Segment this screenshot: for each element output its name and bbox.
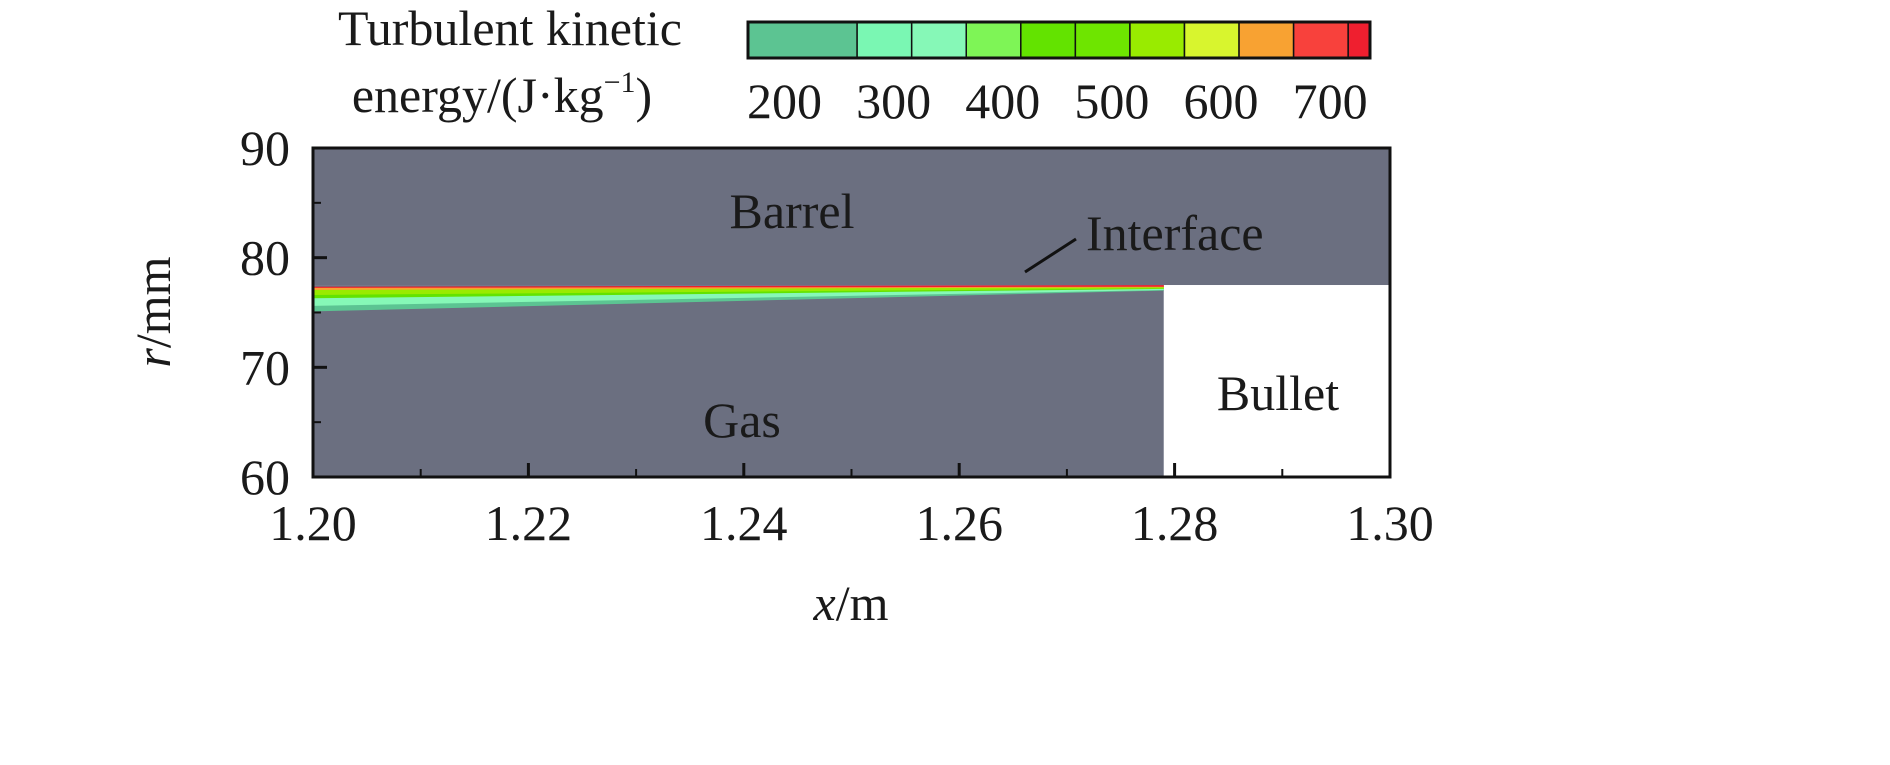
colorbar-swatch xyxy=(1183,21,1240,59)
colorbar-swatch xyxy=(1020,21,1077,59)
tke-band-200 xyxy=(313,288,1164,312)
tke-contour-layer xyxy=(313,285,1164,312)
x-tick-label: 1.20 xyxy=(269,495,357,551)
y-axis-title: r/mm xyxy=(125,256,181,367)
y-axis-ticks: 60 70 80 90 xyxy=(240,120,327,505)
colorbar-swatch xyxy=(1074,21,1131,59)
colorbar-tick-label: 500 xyxy=(1074,73,1149,129)
colorbar-swatch xyxy=(747,21,858,59)
x-axis-title: x/m xyxy=(813,575,889,631)
colorbar-swatch xyxy=(965,21,1022,59)
barrel-region xyxy=(313,148,1390,286)
bullet-region xyxy=(1163,285,1390,477)
tke-band-700 xyxy=(313,285,1164,288)
colorbar-tick-labels: 200 300 400 500 600 700 xyxy=(747,73,1368,129)
y-tick-label: 60 xyxy=(240,449,290,505)
interface-leader-line xyxy=(1024,237,1077,274)
interface-label: Interface xyxy=(1086,205,1264,261)
gas-label: Gas xyxy=(703,392,781,448)
y-tick-label: 80 xyxy=(240,230,290,286)
colorbar-tick-label: 300 xyxy=(856,73,931,129)
colorbar-swatch xyxy=(1129,21,1186,59)
colorbar: 200 300 400 500 600 700 xyxy=(746,20,1372,129)
bullet-label: Bullet xyxy=(1217,365,1339,421)
plot-area: 1.20 1.22 1.24 1.26 1.28 1.30 60 70 80 90 xyxy=(240,120,1434,551)
colorbar-tick-label: 400 xyxy=(965,73,1040,129)
colorbar-swatch xyxy=(1292,21,1349,59)
x-axis-ticks: 1.20 1.22 1.24 1.26 1.28 1.30 xyxy=(269,463,1434,551)
colorbar-tick-label: 700 xyxy=(1293,73,1368,129)
y-tick-label: 90 xyxy=(240,120,290,176)
colorbar-frame xyxy=(746,20,1372,60)
x-tick-label: 1.26 xyxy=(915,495,1003,551)
colorbar-swatch xyxy=(1238,21,1295,59)
x-tick-label: 1.30 xyxy=(1346,495,1434,551)
colorbar-swatch xyxy=(910,21,967,59)
colorbar-tick-label: 600 xyxy=(1184,73,1259,129)
colorbar-swatch xyxy=(1347,21,1371,59)
x-tick-label: 1.22 xyxy=(485,495,573,551)
colorbar-title-line1: Turbulent kinetic xyxy=(338,0,682,56)
barrel-label: Barrel xyxy=(730,183,855,239)
x-tick-label: 1.24 xyxy=(700,495,788,551)
y-tick-label: 70 xyxy=(240,339,290,395)
colorbar-swatches xyxy=(747,21,1371,59)
colorbar-title-line2: energy/(J·kg−1) xyxy=(352,66,652,123)
colorbar-swatch xyxy=(856,21,913,59)
x-tick-label: 1.28 xyxy=(1131,495,1219,551)
colorbar-tick-label: 200 xyxy=(747,73,822,129)
gas-region xyxy=(313,285,1164,477)
